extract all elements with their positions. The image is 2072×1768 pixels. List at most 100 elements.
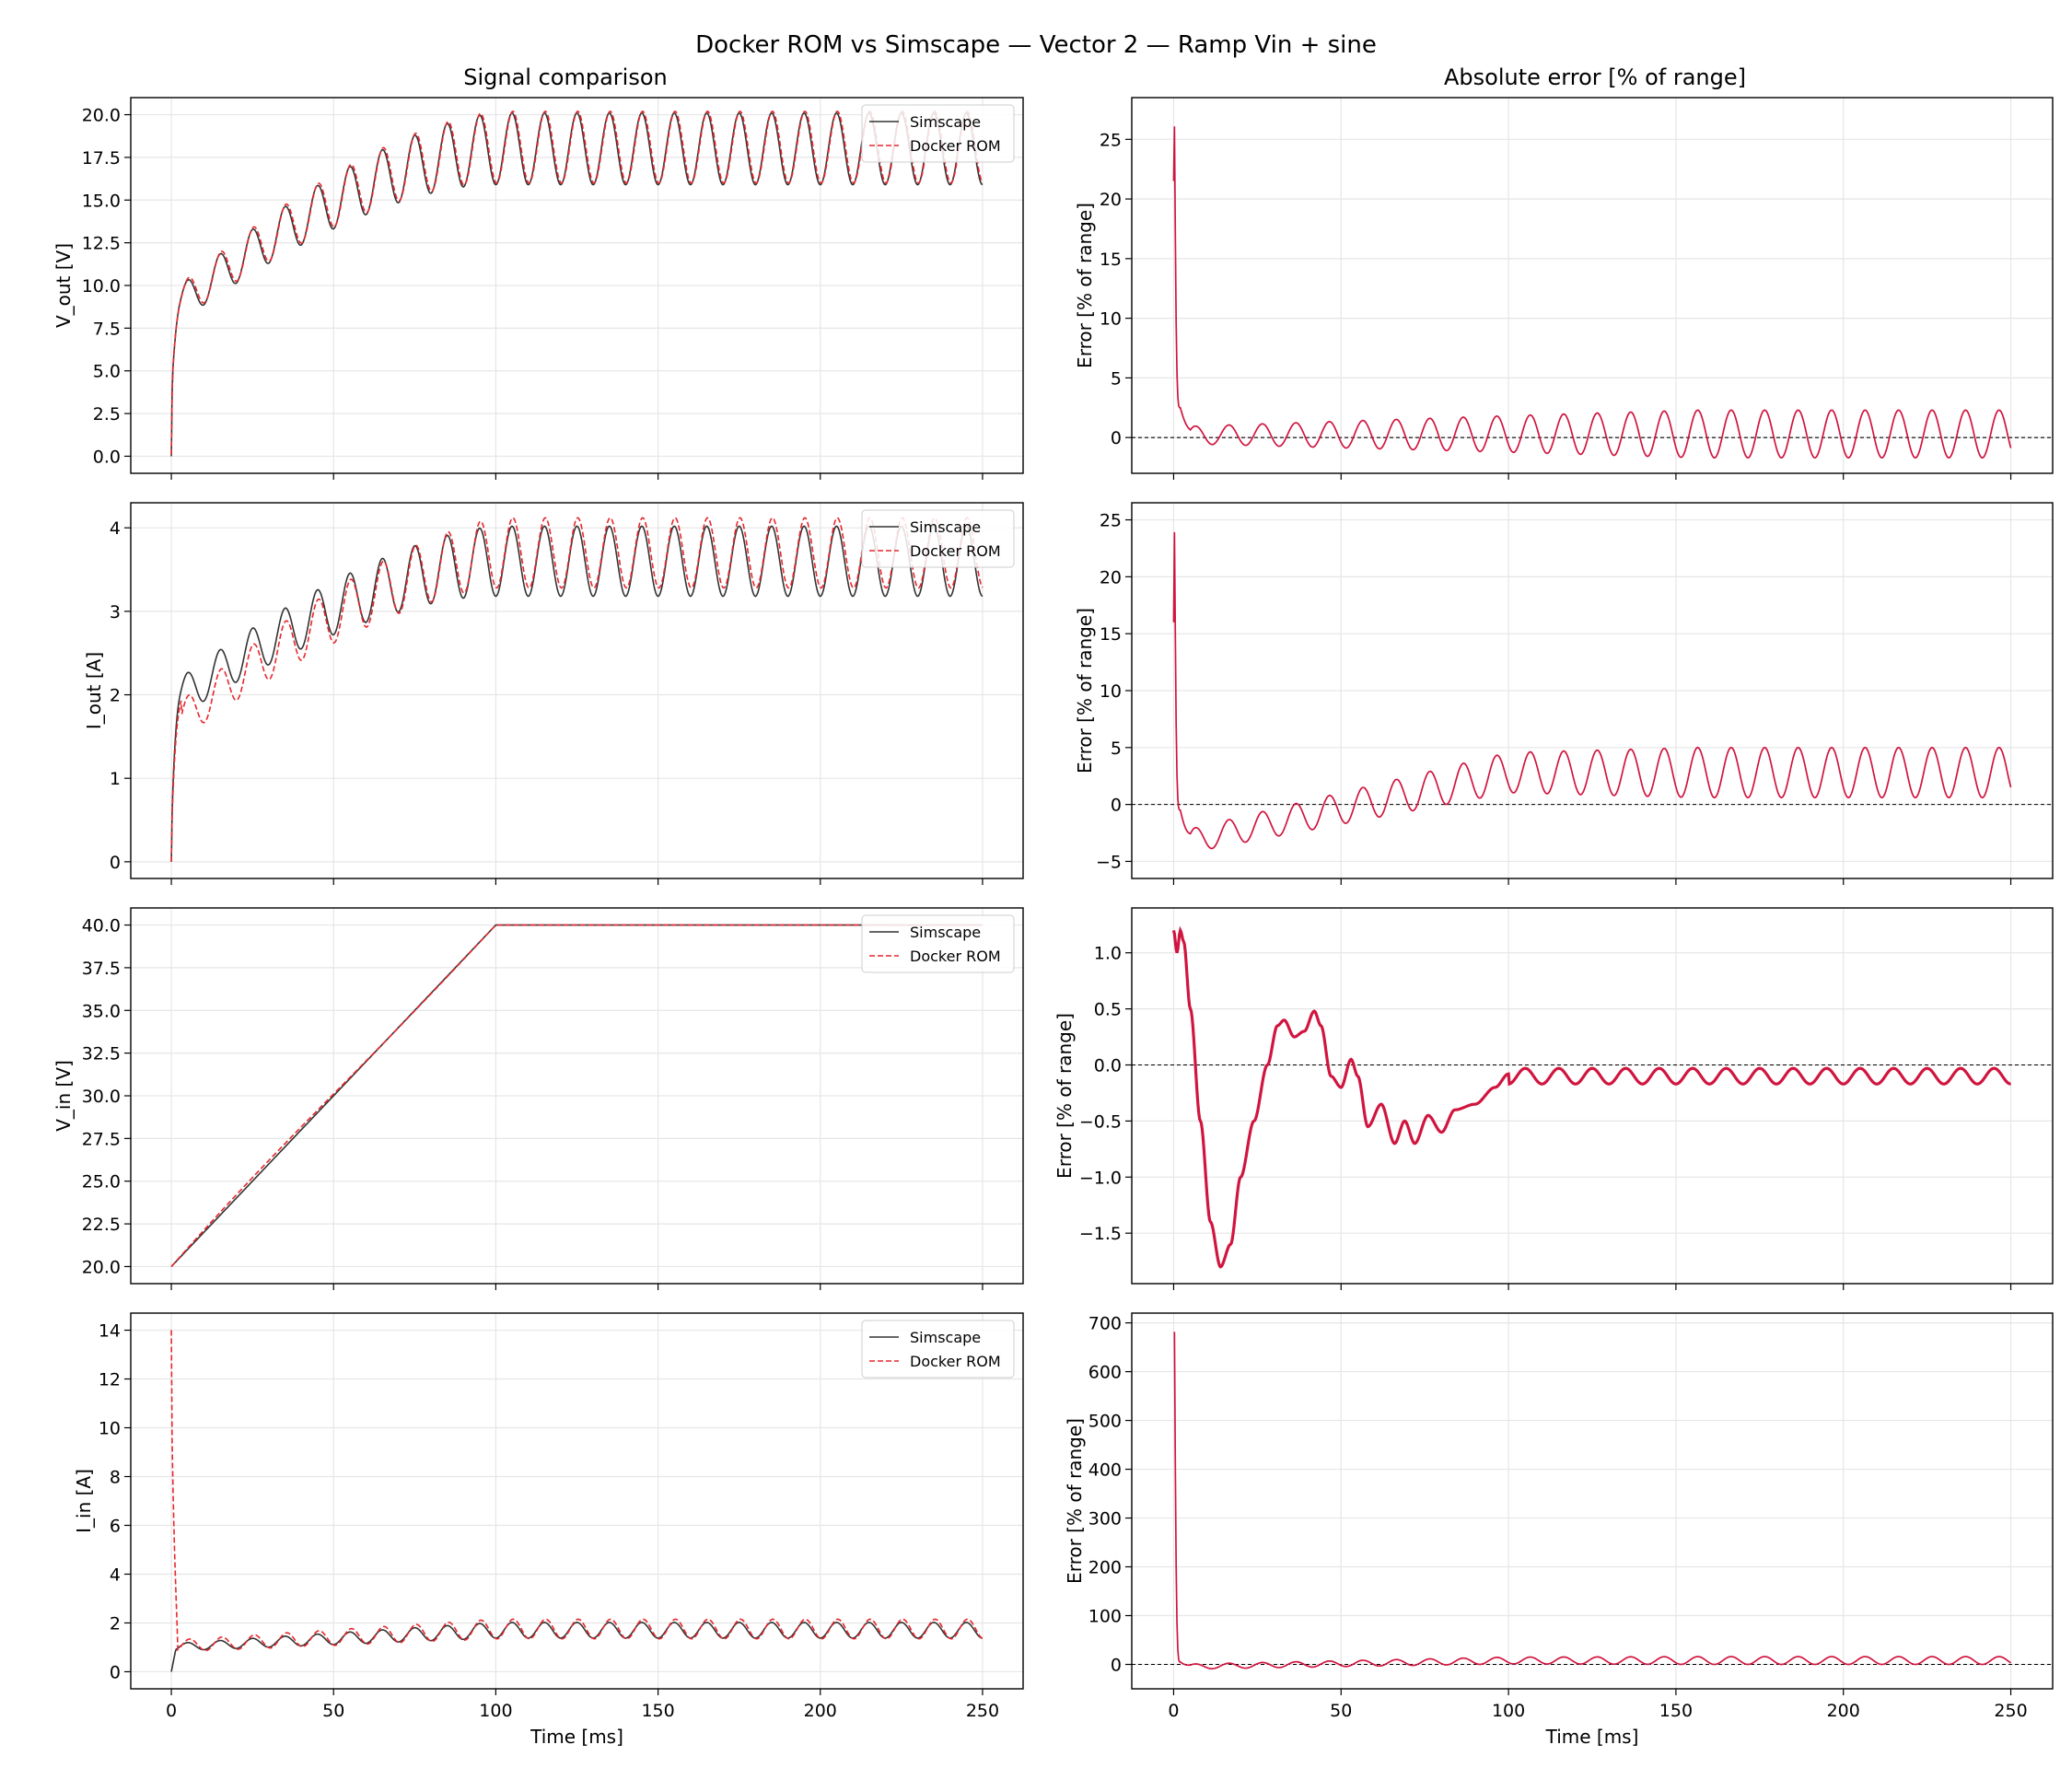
series-line-simscape [170, 111, 984, 457]
legend-box [861, 1320, 1015, 1378]
y-tick-label: 22.5 [82, 1215, 121, 1235]
y-tick-label: 0 [110, 1662, 121, 1682]
series-line-docker-rom [170, 517, 984, 862]
legend: Simscape Docker ROM [861, 509, 1015, 568]
legend-label-docker-rom: Docker ROM [910, 137, 1001, 155]
panel-r1-left: 0 1 2 3 4 I_out [A] Simscape Docker ROM [83, 502, 1024, 885]
y-tick-label: 17.5 [82, 148, 121, 169]
y-tick-label: −0.5 [1079, 1111, 1122, 1132]
legend: Simscape Docker ROM [861, 914, 1015, 973]
y-axis-label: V_in [V] [52, 1060, 75, 1132]
error-line [1171, 925, 2011, 1269]
panel-r2-left: 20.0 22.5 25.0 27.5 30.0 32.5 35.0 37.5 40.0 V_in… [52, 907, 1024, 1290]
panel-r1-right: −5 0 5 10 15 20 25 Error [% of range] [1074, 502, 2054, 885]
y-tick-label: 15 [1100, 250, 1122, 270]
x-tick-label: 0 [1168, 1701, 1179, 1721]
y-tick-label: 0.0 [93, 447, 121, 467]
y-tick-label: 20 [1100, 567, 1122, 587]
y-tick-label: 400 [1088, 1460, 1122, 1481]
y-tick-label: 1.0 [1094, 944, 1122, 964]
figure-title: Docker ROM vs Simscape — Vector 2 — Ramp… [695, 31, 1377, 59]
y-tick-label: −5 [1096, 852, 1122, 872]
axes-frame [130, 502, 1024, 879]
y-tick-label: 37.5 [82, 959, 121, 979]
x-tick-label: 100 [1492, 1701, 1525, 1721]
y-axis-label: Error [% of range] [1074, 608, 1096, 774]
y-tick-label: 0 [110, 853, 121, 873]
y-tick-label: 500 [1088, 1412, 1122, 1432]
panels: 0.02.55.07.510.012.515.017.520.0V_out [V… [52, 97, 2054, 1748]
y-tick-label: −1.0 [1079, 1168, 1122, 1188]
y-tick-label: 700 [1088, 1314, 1122, 1334]
error-line [1172, 531, 2012, 850]
right-column-title: Absolute error [% of range] [1444, 64, 1746, 90]
x-tick-label: 150 [1659, 1701, 1693, 1721]
y-tick-label: 8 [110, 1468, 121, 1488]
y-tick-label: 2 [110, 1613, 121, 1634]
y-tick-label: 27.5 [82, 1129, 121, 1149]
x-axis-label: Time [ms] [1545, 1726, 1639, 1748]
panel-r0-right: 0 5 10 15 20 25 Error [% of range] [1074, 97, 2054, 480]
y-tick-label: 100 [1088, 1607, 1122, 1627]
y-tick-label: 25 [1100, 130, 1122, 150]
legend-label-docker-rom: Docker ROM [910, 542, 1001, 560]
legend-label-simscape: Simscape [910, 113, 981, 131]
series-line-simscape [170, 525, 984, 862]
series-line-docker-rom [170, 1330, 984, 1652]
axes-frame [1131, 1312, 2054, 1690]
x-tick-label: 50 [1330, 1701, 1352, 1721]
legend: Simscape Docker ROM [861, 104, 1015, 163]
y-tick-label: 3 [110, 602, 121, 622]
y-tick-label: 32.5 [82, 1044, 121, 1064]
y-tick-label: 35.0 [82, 1001, 121, 1021]
y-tick-label: 4 [110, 518, 121, 539]
y-tick-label: 0 [1111, 1656, 1122, 1676]
y-tick-label: 20.0 [82, 106, 121, 126]
error-line [1172, 126, 2012, 459]
panel-r0-left: 0.0 2.5 5.0 7.5 10.0 12.5 15.0 17.5 20.0 V_out [V… [52, 97, 1024, 480]
panel-r3-left: 0 50 100 150 200 250 0 2 4 6 8 10 12 14 I_in [A] Time [… [73, 1312, 1024, 1748]
y-tick-label: 300 [1088, 1509, 1122, 1530]
panel-r3-right: 0 50 100 150 200 250 0 100 200 300 400 500 600 700 Err… [1064, 1312, 2054, 1748]
axes-frame [1131, 97, 2054, 474]
x-tick-label: 150 [641, 1701, 674, 1721]
y-tick-label: 20.0 [82, 1257, 121, 1277]
x-tick-label: 50 [322, 1701, 344, 1721]
y-tick-label: 5.0 [93, 362, 121, 382]
x-tick-label: 100 [479, 1701, 512, 1721]
y-tick-label: 25 [1100, 511, 1122, 531]
y-tick-label: 40.0 [82, 916, 121, 936]
y-tick-label: 0.5 [1094, 1000, 1122, 1020]
y-tick-label: 25.0 [82, 1172, 121, 1192]
y-tick-label: 600 [1088, 1363, 1122, 1383]
legend-label-simscape: Simscape [910, 1329, 981, 1346]
y-tick-label: 2 [110, 686, 121, 706]
x-tick-label: 250 [1994, 1701, 2027, 1721]
y-tick-label: 0 [1111, 428, 1122, 448]
y-axis-label: I_in [A] [73, 1469, 95, 1533]
panel-r2-right: −1.5 −1.0 −0.5 0.0 0.5 1.0 Error [% of range] [1053, 907, 2054, 1290]
y-tick-label: 5 [1111, 368, 1122, 389]
x-tick-label: 250 [966, 1701, 999, 1721]
axes-frame [130, 1312, 1024, 1690]
series-line-docker-rom [170, 924, 983, 1267]
legend-label-simscape: Simscape [910, 518, 981, 536]
x-tick-label: 0 [166, 1701, 177, 1721]
y-axis-label: V_out [V] [52, 243, 75, 328]
y-tick-label: 7.5 [93, 319, 121, 339]
y-tick-label: 2.5 [93, 404, 121, 425]
x-tick-label: 200 [804, 1701, 837, 1721]
y-tick-label: 6 [110, 1516, 121, 1536]
y-tick-label: 10 [1100, 681, 1122, 702]
y-axis-label: I_out [A] [83, 652, 105, 729]
y-tick-label: 14 [99, 1321, 121, 1342]
y-tick-label: 30.0 [82, 1087, 121, 1107]
y-tick-label: 10 [99, 1419, 121, 1439]
y-axis-label: Error [% of range] [1064, 1418, 1086, 1584]
legend-label-simscape: Simscape [910, 924, 981, 941]
y-tick-label: 10 [1100, 309, 1122, 330]
legend-label-docker-rom: Docker ROM [910, 1353, 1001, 1370]
y-tick-label: −1.5 [1079, 1224, 1122, 1244]
axes-frame [1131, 907, 2054, 1285]
legend-box [861, 104, 1015, 163]
